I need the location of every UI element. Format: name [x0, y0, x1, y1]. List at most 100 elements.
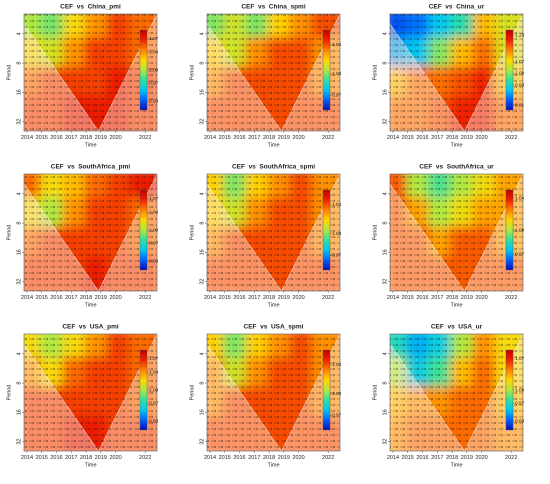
- x-tick-label: 2016: [416, 295, 428, 301]
- heatmap: [24, 334, 157, 451]
- y-axis-label: Period: [6, 65, 12, 81]
- x-tick-label: 2018: [446, 295, 458, 301]
- plot-frame: [389, 173, 524, 292]
- panel-title: CEF vs USA_pmi: [62, 324, 119, 331]
- phase-arrows: [24, 334, 157, 451]
- y-tick-label: 16: [199, 409, 205, 415]
- heatmap: [207, 334, 340, 451]
- y-axis-label: Period: [372, 65, 378, 81]
- x-tick-label: 2022: [139, 295, 151, 301]
- phase-arrows: [24, 14, 157, 131]
- x-tick-label: 2015: [36, 455, 48, 461]
- x-tick-label: 2014: [204, 455, 216, 461]
- colorbar-tick-label: 1.04: [332, 362, 342, 368]
- phase-arrows: [390, 174, 523, 291]
- phase-arrows: [207, 174, 340, 291]
- panel-title: CEF vs China_ur: [429, 4, 485, 11]
- phase-arrows: [24, 174, 157, 291]
- x-tick-label: 2020: [475, 135, 487, 141]
- y-axis-label: Period: [189, 385, 195, 401]
- y-tick-label: 4: [199, 352, 205, 355]
- x-tick-label: 2014: [204, 295, 216, 301]
- y-tick-label: 32: [16, 439, 22, 445]
- colorbar-tick-label: 0.93: [149, 98, 159, 104]
- x-tick-label: 2017: [431, 135, 443, 141]
- y-tick-label: 32: [199, 279, 205, 285]
- y-tick-label: 4: [16, 192, 22, 195]
- x-tick-label: 2020: [475, 295, 487, 301]
- heatmap: [390, 14, 523, 131]
- y-axis-label: Period: [189, 65, 195, 81]
- y-axis-label: Period: [6, 385, 12, 401]
- colorbar-tick-label: 1.00: [149, 227, 159, 233]
- y-tick-label: 8: [199, 62, 205, 65]
- x-axis-label: Time: [450, 142, 462, 148]
- colorbar-tick-label: 1.00: [149, 67, 159, 73]
- colorbar-tick-label: 0.97: [149, 401, 159, 407]
- panel: CEF vs China_spmi 2014 2015 2016 2017 2018 201…: [189, 4, 342, 149]
- x-tick-label: 2019: [278, 135, 290, 141]
- plot-frame: [206, 173, 341, 292]
- x-tick-label: 2018: [263, 295, 275, 301]
- colorbar-tick-label: 1.04: [515, 195, 525, 201]
- colorbar-tick-label: 1.23: [515, 32, 525, 38]
- panel-title: CEF vs USA_spmi: [244, 324, 304, 331]
- x-tick-label: 2017: [431, 455, 443, 461]
- x-axis-label: Time: [84, 462, 96, 468]
- heatmap: [207, 174, 340, 291]
- plot-frame: [23, 13, 158, 132]
- plot-frame: [206, 333, 341, 452]
- x-tick-label: 2014: [387, 135, 399, 141]
- y-tick-label: 8: [382, 62, 388, 65]
- y-tick-label: 16: [199, 89, 205, 95]
- y-tick-label: 32: [199, 119, 205, 125]
- colorbar-tick-label: 1.00: [332, 231, 342, 237]
- colorbar: [505, 29, 514, 111]
- y-tick-label: 32: [16, 279, 22, 285]
- x-tick-label: 2016: [416, 135, 428, 141]
- x-tick-label: 2020: [109, 295, 121, 301]
- y-tick-label: 32: [382, 439, 388, 445]
- phase-arrows: [390, 334, 523, 451]
- colorbar-tick-label: 0.97: [332, 93, 342, 99]
- x-tick-label: 2022: [139, 455, 151, 461]
- x-tick-label: 2022: [139, 135, 151, 141]
- y-tick-label: 16: [382, 249, 388, 255]
- colorbar-tick-label: 1.07: [515, 59, 525, 65]
- colorbar-tick-label: 0.97: [149, 81, 159, 87]
- colorbar-tick-label: 1.07: [149, 196, 159, 202]
- y-tick-label: 8: [199, 222, 205, 225]
- colorbar-tick-label: 0.97: [515, 251, 525, 257]
- x-tick-label: 2018: [446, 455, 458, 461]
- x-tick-label: 2017: [248, 295, 260, 301]
- colorbar: [322, 29, 331, 111]
- x-tick-label: 2018: [263, 135, 275, 141]
- x-tick-label: 2016: [233, 135, 245, 141]
- colorbar-tick-label: 0.97: [332, 253, 342, 259]
- colorbar-tick-label: 1.00: [515, 71, 525, 77]
- x-tick-label: 2016: [233, 455, 245, 461]
- colorbar: [505, 349, 514, 431]
- plot-frame: [389, 13, 524, 132]
- x-tick-label: 2019: [95, 295, 107, 301]
- x-tick-label: 2022: [322, 135, 334, 141]
- x-tick-label: 2018: [263, 455, 275, 461]
- x-axis-label: Time: [267, 462, 279, 468]
- x-tick-label: 2019: [278, 455, 290, 461]
- colorbar-tick-label: 1.00: [332, 391, 342, 397]
- phase-arrows: [390, 14, 523, 131]
- x-tick-label: 2017: [431, 295, 443, 301]
- x-tick-label: 2019: [95, 135, 107, 141]
- x-axis-label: Time: [267, 142, 279, 148]
- panel-title: CEF vs SouthAfrica_ur: [419, 164, 494, 171]
- x-axis-label: Time: [84, 142, 96, 148]
- x-tick-label: 2015: [219, 455, 231, 461]
- x-tick-label: 2014: [21, 135, 33, 141]
- y-tick-label: 8: [16, 62, 22, 65]
- x-tick-label: 2015: [219, 135, 231, 141]
